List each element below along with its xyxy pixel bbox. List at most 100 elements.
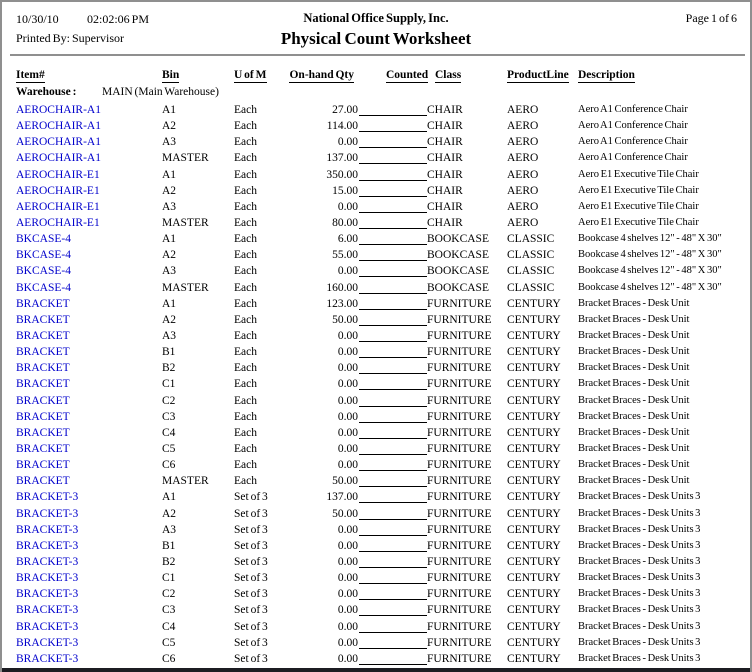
product-line-cell: CLASSIC	[507, 249, 555, 262]
bin-cell: A3	[162, 523, 177, 536]
item-link[interactable]: BRACKET-3	[16, 507, 79, 520]
item-link[interactable]: BRACKET	[16, 362, 70, 375]
item-link[interactable]: BRACKET-3	[16, 636, 79, 649]
item-link[interactable]: BRACKET-3	[16, 491, 79, 504]
item-link[interactable]: BRACKET	[16, 475, 70, 488]
product-line-cell: CENTURY	[507, 362, 561, 375]
onhand-qty-cell: 0.00	[337, 442, 358, 455]
onhand-qty-cell: 0.00	[337, 394, 358, 407]
counted-blank-line	[359, 635, 427, 649]
item-link[interactable]: BKCASE-4	[16, 233, 71, 246]
item-link[interactable]: BKCASE-4	[16, 281, 71, 294]
description-cell: Bracket Braces - Desk Units 3	[578, 604, 701, 616]
item-link[interactable]: BRACKET-3	[16, 588, 79, 601]
table-row: BRACKET C5 Each 0.00 FURNITURE CENTURY Bracket…	[2, 441, 750, 457]
item-link[interactable]: AEROCHAIR-A1	[16, 152, 101, 165]
description-cell: Aero E1 Executive Tile Chair	[578, 216, 699, 228]
item-link[interactable]: AEROCHAIR-E1	[16, 200, 100, 213]
item-link[interactable]: BRACKET-3	[16, 555, 79, 568]
description-cell: Bracket Braces - Desk Units 3	[578, 523, 701, 535]
table-row: BKCASE-4 MASTER Each 160.00 BOOKCASE CLASSIC B…	[2, 280, 750, 296]
onhand-qty-cell: 0.00	[337, 555, 358, 568]
counted-blank-line	[359, 328, 427, 342]
item-link[interactable]: BRACKET	[16, 329, 70, 342]
uom-cell: Each	[234, 249, 257, 262]
onhand-qty-cell: 0.00	[337, 200, 358, 213]
class-cell: CHAIR	[427, 216, 463, 229]
onhand-qty-cell: 137.00	[326, 491, 358, 504]
item-link[interactable]: BRACKET-3	[16, 523, 79, 536]
onhand-qty-cell: 0.00	[337, 136, 358, 149]
counted-blank-line	[359, 489, 427, 504]
uom-cell: Each	[234, 426, 257, 439]
description-cell: Bracket Braces - Desk Units 3	[578, 636, 701, 648]
product-line-cell: CENTURY	[507, 652, 561, 665]
counted-blank-line	[359, 554, 427, 568]
bin-cell: A3	[162, 329, 177, 342]
bin-cell: A1	[162, 233, 177, 246]
bin-cell: A1	[162, 104, 177, 116]
column-header-item: Item#	[16, 69, 45, 83]
uom-cell: Set of 3	[234, 604, 268, 617]
class-cell: FURNITURE	[427, 636, 492, 649]
item-link[interactable]: BRACKET	[16, 297, 70, 310]
uom-cell: Each	[234, 459, 257, 472]
product-line-cell: AERO	[507, 184, 539, 197]
item-link[interactable]: BRACKET	[16, 410, 70, 423]
item-link[interactable]: BRACKET-3	[16, 539, 79, 552]
item-link[interactable]: AEROCHAIR-A1	[16, 120, 101, 133]
item-link[interactable]: BKCASE-4	[16, 265, 71, 278]
onhand-qty-cell: 0.00	[337, 329, 358, 342]
counted-blank-line	[359, 280, 427, 294]
page-number: Page 1 of 6	[685, 11, 737, 25]
table-row: BRACKET-3 C3 Set of 3 0.00 FURNITURE CENTURY B…	[2, 602, 750, 618]
item-link[interactable]: BRACKET	[16, 459, 70, 472]
item-link[interactable]: BRACKET-3	[16, 604, 79, 617]
item-link[interactable]: BRACKET-3	[16, 572, 79, 585]
counted-blank-line	[359, 296, 427, 310]
onhand-qty-cell: 0.00	[337, 362, 358, 375]
item-link[interactable]: BRACKET	[16, 394, 70, 407]
item-link[interactable]: BRACKET	[16, 346, 70, 359]
description-cell: Aero A1 Conference Chair	[578, 152, 688, 164]
counted-blank-line	[359, 344, 427, 359]
uom-cell: Each	[234, 216, 257, 229]
item-link[interactable]: BRACKET-3	[16, 652, 79, 665]
class-cell: BOOKCASE	[427, 265, 489, 278]
class-cell: FURNITURE	[427, 346, 492, 359]
uom-cell: Set of 3	[234, 539, 268, 552]
item-link[interactable]: BRACKET	[16, 378, 70, 391]
counted-blank-line	[359, 425, 427, 439]
bin-cell: A2	[162, 184, 177, 197]
item-link[interactable]: AEROCHAIR-E1	[16, 184, 100, 197]
product-line-cell: CENTURY	[507, 297, 561, 310]
class-cell: BOOKCASE	[427, 249, 489, 262]
item-link[interactable]: BKCASE-4	[16, 249, 71, 262]
counted-blank-line	[359, 651, 427, 665]
table-row: BKCASE-4 A3 Each 0.00 BOOKCASE CLASSIC Bookcas…	[2, 263, 750, 279]
item-link[interactable]: AEROCHAIR-A1	[16, 136, 101, 149]
description-cell: Bracket Braces - Desk Unit	[578, 442, 690, 454]
bin-cell: A2	[162, 249, 177, 262]
bin-cell: C6	[162, 652, 176, 665]
counted-blank-line	[359, 522, 427, 536]
item-link[interactable]: AEROCHAIR-E1	[16, 216, 100, 229]
uom-cell: Set of 3	[234, 588, 268, 601]
item-link[interactable]: BRACKET	[16, 313, 70, 326]
product-line-cell: CENTURY	[507, 329, 561, 342]
item-link[interactable]: AEROCHAIR-A1	[16, 104, 101, 116]
counted-blank-line	[359, 457, 427, 472]
item-link[interactable]: BRACKET	[16, 442, 70, 455]
product-line-cell: CENTURY	[507, 555, 561, 568]
item-link[interactable]: BRACKET	[16, 426, 70, 439]
product-line-cell: CENTURY	[507, 507, 561, 520]
description-cell: Bookcase 4 shelves 12" - 48" X 30"	[578, 281, 722, 293]
uom-cell: Each	[234, 297, 257, 310]
counted-blank-line	[359, 393, 427, 407]
onhand-qty-cell: 6.00	[337, 233, 358, 246]
onhand-qty-cell: 0.00	[337, 523, 358, 536]
table-row: BRACKET-3 A3 Set of 3 0.00 FURNITURE CENTURY B…	[2, 522, 750, 538]
counted-blank-line	[359, 586, 427, 601]
item-link[interactable]: BRACKET-3	[16, 620, 79, 633]
item-link[interactable]: AEROCHAIR-E1	[16, 168, 100, 181]
